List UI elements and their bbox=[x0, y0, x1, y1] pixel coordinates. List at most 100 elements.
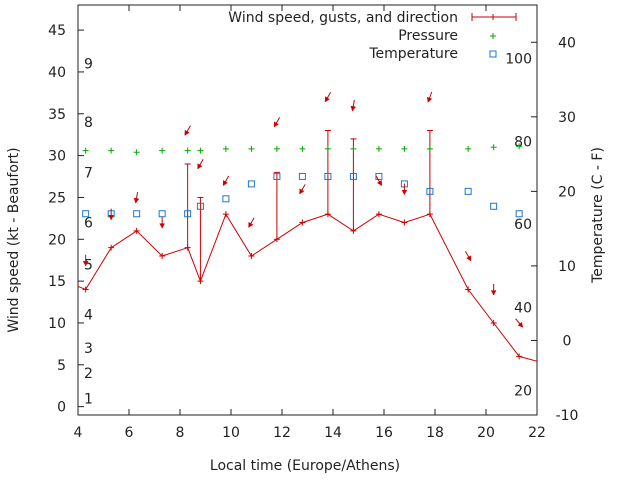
wind-speed-point bbox=[108, 244, 115, 251]
wind-speed-point bbox=[465, 286, 472, 293]
wind-speed-point bbox=[516, 353, 523, 360]
y-left-tick-label: 10 bbox=[48, 316, 66, 332]
fahrenheit-label: 100 bbox=[505, 52, 532, 68]
wind-speed-point bbox=[248, 253, 255, 260]
beaufort-label: 8 bbox=[84, 115, 93, 131]
temperature-point bbox=[158, 210, 166, 218]
temperature-point bbox=[490, 202, 498, 210]
wind-direction-arrow bbox=[222, 175, 230, 186]
wind-speed-point bbox=[82, 286, 89, 293]
wind-direction-arrow bbox=[464, 251, 472, 262]
y-left-tick-label: 20 bbox=[48, 232, 66, 248]
x-tick-label: 12 bbox=[273, 425, 291, 441]
x-tick-label: 22 bbox=[528, 425, 546, 441]
y-right-tick-label: 0 bbox=[563, 333, 572, 349]
x-tick-label: 8 bbox=[176, 425, 185, 441]
beaufort-label: 7 bbox=[84, 165, 93, 181]
wind-direction-arrow bbox=[515, 318, 524, 328]
legend-swatch-temperature bbox=[489, 50, 497, 58]
wind-direction-arrow bbox=[184, 125, 191, 136]
pressure-point bbox=[133, 149, 140, 156]
y-left-tick-label: 0 bbox=[57, 400, 66, 416]
wind-direction-arrow bbox=[375, 175, 383, 186]
wind-speed-point bbox=[299, 219, 306, 226]
arrow-head bbox=[248, 221, 254, 228]
pressure-point bbox=[82, 147, 89, 154]
wind-direction-arrow bbox=[159, 217, 165, 229]
arrow-head bbox=[350, 105, 357, 112]
arrow-head bbox=[324, 96, 330, 103]
temperature-point bbox=[464, 187, 472, 195]
y-left-tick-label: 45 bbox=[48, 23, 66, 39]
x-axis: 4 6 8 10 12 14 16 18 20 22 bbox=[74, 5, 546, 441]
wind-direction-arrow bbox=[273, 117, 281, 128]
arrow-head bbox=[299, 188, 305, 195]
legend-swatch-wind-marker bbox=[490, 14, 496, 20]
arrow-head bbox=[401, 189, 408, 196]
legend-swatch-pressure bbox=[490, 33, 496, 39]
temperature-point bbox=[426, 187, 434, 195]
arrow-head bbox=[376, 180, 382, 186]
y-left-tick-label: 30 bbox=[48, 149, 66, 165]
pressure-point bbox=[222, 145, 229, 152]
fahrenheit-label: 60 bbox=[514, 217, 532, 233]
x-tick-label: 10 bbox=[222, 425, 240, 441]
y-left-tick-label: 40 bbox=[48, 65, 66, 81]
y-left-tick-label: 15 bbox=[48, 274, 66, 290]
beaufort-label: 6 bbox=[84, 216, 93, 232]
y-right-tick-label: 20 bbox=[558, 184, 576, 200]
pressure-point bbox=[197, 147, 204, 154]
arrow-head bbox=[184, 129, 190, 136]
temperature-point bbox=[222, 195, 230, 203]
right-y-axis-title: Temperature (C - F) bbox=[590, 147, 606, 284]
wind-speed-point bbox=[159, 253, 166, 260]
x-axis-title: Local time (Europe/Athens) bbox=[210, 458, 400, 474]
temperature-point bbox=[196, 202, 204, 210]
wind-speed-line bbox=[78, 213, 537, 362]
beaufort-label: 3 bbox=[84, 341, 93, 357]
wind-speed-point bbox=[222, 211, 229, 218]
temperature-point bbox=[273, 172, 281, 180]
wind-direction-arrow bbox=[490, 283, 497, 296]
arrow-head bbox=[517, 321, 524, 328]
y-right-tick-label: 10 bbox=[558, 259, 576, 275]
plot-frame bbox=[77, 4, 538, 416]
wind-direction-arrow bbox=[248, 217, 255, 228]
pressure-point bbox=[516, 143, 523, 150]
beaufort-label: 2 bbox=[84, 366, 93, 382]
temperature-point bbox=[133, 210, 141, 218]
arrow-head bbox=[197, 163, 203, 170]
pressure-point bbox=[273, 145, 280, 152]
temperature-point bbox=[247, 180, 255, 188]
pressure-series bbox=[82, 143, 523, 156]
temperature-series bbox=[82, 172, 523, 218]
arrow-head bbox=[222, 180, 228, 186]
wind-series bbox=[78, 130, 537, 362]
beaufort-scale: 1 2 3 4 5 6 7 8 9 bbox=[84, 57, 93, 408]
wind-direction-arrow bbox=[299, 184, 306, 195]
wind-speed-point bbox=[401, 219, 408, 226]
x-tick-label: 6 bbox=[125, 425, 134, 441]
arrow-head bbox=[108, 215, 114, 221]
pressure-point bbox=[324, 145, 331, 152]
pressure-point bbox=[465, 145, 472, 152]
fahrenheit-label: 80 bbox=[514, 134, 532, 150]
left-y-axis-title: Wind speed (kt - Beaufort) bbox=[6, 147, 22, 332]
pressure-point bbox=[401, 145, 408, 152]
pressure-point bbox=[108, 147, 115, 154]
beaufort-label: 9 bbox=[84, 57, 93, 73]
arrow-head bbox=[273, 121, 279, 128]
wind-speed-point bbox=[375, 211, 382, 218]
legend-label-temperature: Temperature bbox=[368, 46, 458, 62]
pressure-point bbox=[184, 147, 191, 154]
temperature-point bbox=[298, 172, 306, 180]
y-right-tick-label: -10 bbox=[556, 408, 579, 424]
beaufort-label: 4 bbox=[84, 308, 93, 324]
x-tick-label: 20 bbox=[477, 425, 495, 441]
wind-direction-arrow bbox=[426, 91, 433, 103]
pressure-point bbox=[350, 145, 357, 152]
y-right-tick-label: 40 bbox=[558, 35, 576, 51]
beaufort-label: 1 bbox=[84, 391, 93, 407]
wind-direction-arrow bbox=[350, 99, 357, 112]
